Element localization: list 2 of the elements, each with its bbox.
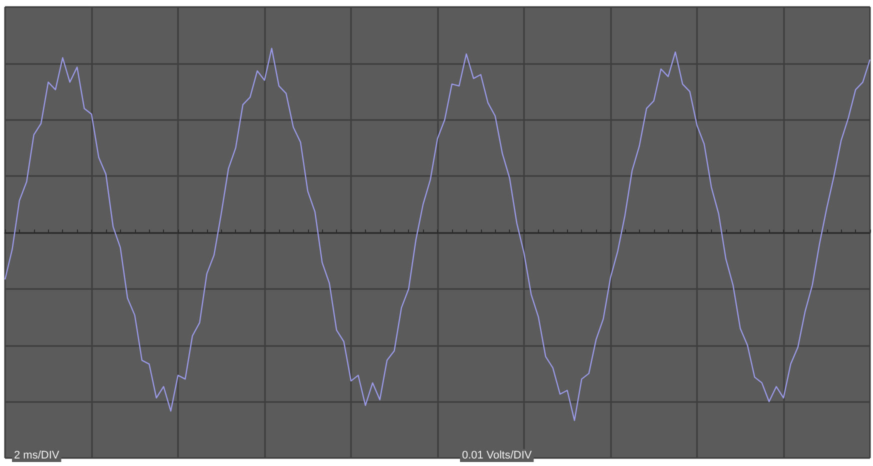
- text: 2 ms/DIV: [14, 450, 60, 462]
- text: 0.01 Volts/DIV: [462, 450, 532, 462]
